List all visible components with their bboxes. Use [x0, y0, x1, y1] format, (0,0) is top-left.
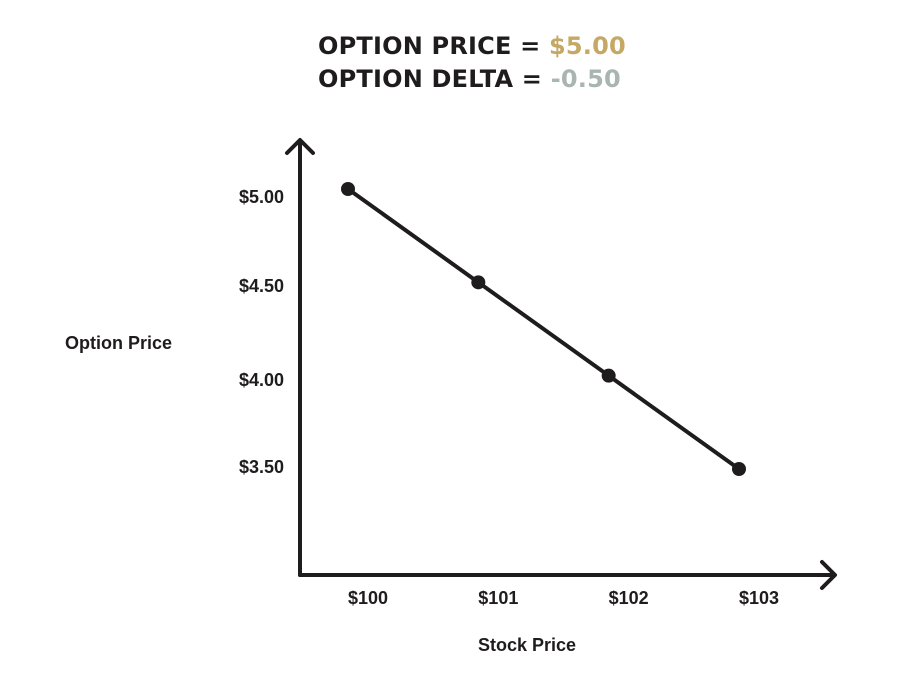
option-price-value: $5.00	[548, 32, 626, 60]
data-point-3	[601, 368, 616, 383]
data-point-1	[341, 182, 355, 196]
x-tick-label: $103	[739, 588, 779, 608]
series-line	[346, 187, 741, 471]
y-tick-label: $5.00	[239, 187, 284, 207]
option-price-label: OPTION PRICE =	[318, 32, 549, 60]
option-delta-line: OPTION DELTA = -0.50	[318, 63, 626, 96]
data-point-2	[471, 275, 486, 290]
option-delta-value: -0.50	[550, 65, 621, 93]
x-axis-title: Stock Price	[478, 635, 576, 655]
y-axis-title: Option Price	[65, 333, 172, 353]
tick-labels: $100 $101 $102 $103 $5.00 $4.50 $4.00 $3.50	[239, 187, 779, 608]
y-tick-label: $3.50	[239, 457, 284, 477]
series-layer	[341, 182, 746, 476]
option-delta-label: OPTION DELTA =	[318, 65, 551, 93]
chart-header: OPTION PRICE = $5.00 OPTION DELTA = -0.5…	[318, 30, 626, 96]
option-price-line: OPTION PRICE = $5.00	[318, 30, 626, 63]
y-tick-label: $4.50	[239, 276, 284, 296]
x-tick-label: $102	[609, 588, 649, 608]
data-point-4	[732, 462, 746, 476]
x-tick-label: $100	[348, 588, 388, 608]
x-tick-label: $101	[478, 588, 518, 608]
axes	[285, 138, 837, 590]
y-tick-label: $4.00	[239, 370, 284, 390]
y-axis-arrowhead	[285, 138, 315, 155]
x-axis-arrowhead	[820, 560, 837, 590]
